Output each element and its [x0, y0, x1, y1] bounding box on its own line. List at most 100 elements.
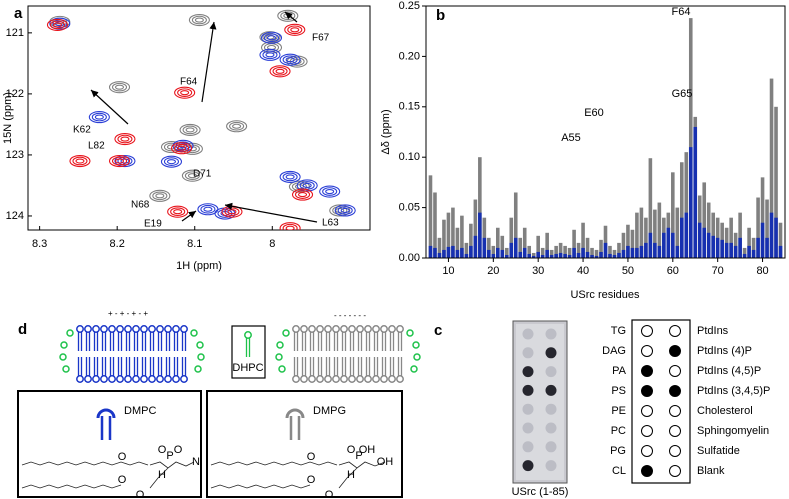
lipid-head [76, 375, 84, 383]
lipid-tail [109, 332, 115, 351]
membrane-spot [522, 347, 534, 359]
bar [684, 152, 689, 258]
lipid-tail [341, 357, 347, 376]
membrane-spot [522, 441, 534, 453]
binding-spot [669, 445, 681, 457]
bar [513, 237, 518, 258]
annotation: E19 [144, 219, 162, 230]
dhpc-head [410, 365, 418, 373]
bar [500, 235, 505, 258]
peak [319, 185, 341, 198]
dhpc-box [231, 325, 266, 379]
y-axis-label: Δδ (ppm) [380, 109, 392, 154]
dhpc-head [412, 341, 420, 349]
peak [200, 204, 216, 214]
dhpc-head [282, 329, 290, 337]
spectrum-panel: 1H (ppm) 15N (ppm) F67 F64 K62 L82 D71 N… [2, 5, 371, 272]
bar [451, 207, 455, 258]
peak [180, 90, 190, 96]
lipid-label: PC [611, 425, 626, 437]
bar [653, 209, 657, 258]
bar [720, 239, 724, 258]
bar [733, 245, 738, 258]
bar [576, 242, 581, 258]
bar [464, 242, 469, 258]
acyl-chain [210, 461, 338, 466]
lipid-tail [101, 357, 107, 376]
lipid-head [92, 325, 100, 333]
lipid-icon-head [96, 408, 116, 419]
lipid-tail [317, 357, 323, 376]
bar [662, 232, 666, 258]
lipid-label: PS [611, 385, 626, 397]
dhpc-head [60, 341, 68, 349]
membrane-spot [545, 460, 557, 472]
arrows [90, 11, 318, 223]
bar [765, 199, 769, 258]
lipid-head [372, 325, 380, 333]
peak [263, 33, 280, 43]
lipid-tail [373, 357, 379, 376]
bar [442, 249, 446, 258]
bar [756, 197, 760, 258]
bar [504, 247, 509, 258]
peak [160, 140, 183, 154]
peaks [46, 9, 356, 230]
lipid-label: TG [611, 325, 626, 337]
peak [108, 154, 131, 168]
bar [469, 245, 473, 258]
peak [46, 18, 69, 31]
lipid-tail [365, 357, 371, 376]
bar [742, 253, 747, 258]
bar [428, 175, 433, 258]
peak [163, 157, 180, 166]
lipid-label: CL [612, 465, 626, 477]
bar [626, 245, 630, 258]
bar [742, 247, 747, 258]
lipid-head [324, 375, 332, 383]
bar [549, 254, 554, 258]
panel-label: c [434, 322, 442, 339]
annotation: K62 [73, 125, 91, 136]
bar [733, 232, 738, 258]
membrane-spot [522, 384, 534, 396]
peak [285, 57, 295, 63]
lipid-head [292, 375, 300, 383]
lipid-head [308, 325, 316, 333]
binding-spot [641, 385, 653, 397]
bar [760, 222, 765, 258]
peak [266, 35, 277, 41]
bar [648, 232, 653, 258]
bar [738, 212, 742, 258]
bar [675, 207, 680, 258]
annotation: F64 [180, 77, 198, 88]
bar [684, 212, 689, 258]
peak [179, 123, 201, 136]
bar [491, 245, 496, 258]
lipid-tail [349, 357, 355, 376]
peak [280, 11, 296, 21]
bar [464, 253, 469, 258]
acyl-chain [210, 484, 311, 489]
lipid-head [340, 325, 348, 333]
lipid-head [148, 325, 156, 333]
membrane-spot [545, 403, 557, 415]
bar [679, 162, 684, 258]
peak [297, 192, 308, 198]
peak [260, 31, 283, 44]
lipid-head [84, 325, 92, 333]
peak [72, 156, 88, 166]
bar [451, 245, 455, 258]
peak [291, 182, 307, 192]
membrane-spot [522, 366, 534, 378]
lipid-head [292, 325, 300, 333]
lipid-head [356, 325, 364, 333]
bar [581, 222, 585, 258]
bicelle-schematic: + - + - + - + - - - - - - - DHPC DMPC DM… [17, 309, 421, 498]
membrane-spot [522, 328, 534, 340]
bar [572, 229, 576, 258]
lipid-icon [100, 416, 112, 440]
bar [437, 237, 442, 258]
structures [21, 461, 386, 489]
annotation: F64 [672, 6, 691, 18]
